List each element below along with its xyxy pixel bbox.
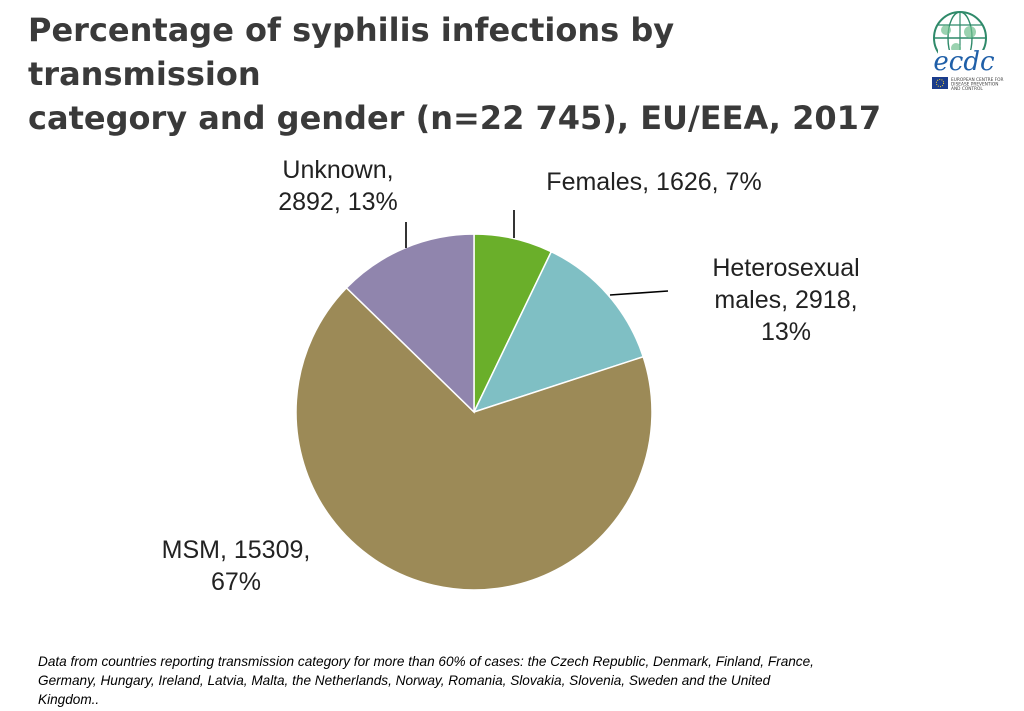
footnote-line-1: Data from countries reporting transmissi… <box>38 654 814 669</box>
footnote-line-2: Germany, Hungary, Ireland, Latvia, Malta… <box>38 673 771 688</box>
footnote-line-3: Kingdom.. <box>38 692 100 707</box>
pie-slice-msm <box>295 286 653 591</box>
logo-org-line-2: DISEASE PREVENTION <box>951 82 998 88</box>
pie-slice-heterosexual-males <box>472 250 645 414</box>
logo-org-line-3: AND CONTROL <box>951 86 983 92</box>
ecdc-logo: ecdc EUROPEAN CENTRE FOR DISEASE PREVENT… <box>932 11 1004 92</box>
data-label-heterosexual-males: Heterosexual males, 2918, 13% <box>712 254 859 346</box>
chart-title: Percentage of syphilis infections by tra… <box>28 8 908 140</box>
data-label-females: Females, 1626, 7% <box>546 168 761 196</box>
logo-org-line-1: EUROPEAN CENTRE FOR <box>951 77 1004 83</box>
pie-slice-unknown <box>345 233 475 414</box>
title-line-1: Percentage of syphilis infections by tra… <box>28 11 675 93</box>
pie-chart: Females, 1626, 7% Heterosexual males, 2918… <box>162 156 860 596</box>
title-line-2: category and gender (n=22 745), EU/EEA, … <box>28 99 882 137</box>
eu-flag-icon <box>932 77 948 89</box>
data-label-unknown: Unknown, 2892, 13% <box>278 156 398 216</box>
leader-line-heterosexual-males <box>609 290 669 296</box>
footnote: Data from countries reporting transmissi… <box>38 652 958 709</box>
data-label-msm: MSM, 15309, 67% <box>162 536 311 596</box>
logo-wordmark: ecdc <box>933 47 995 77</box>
